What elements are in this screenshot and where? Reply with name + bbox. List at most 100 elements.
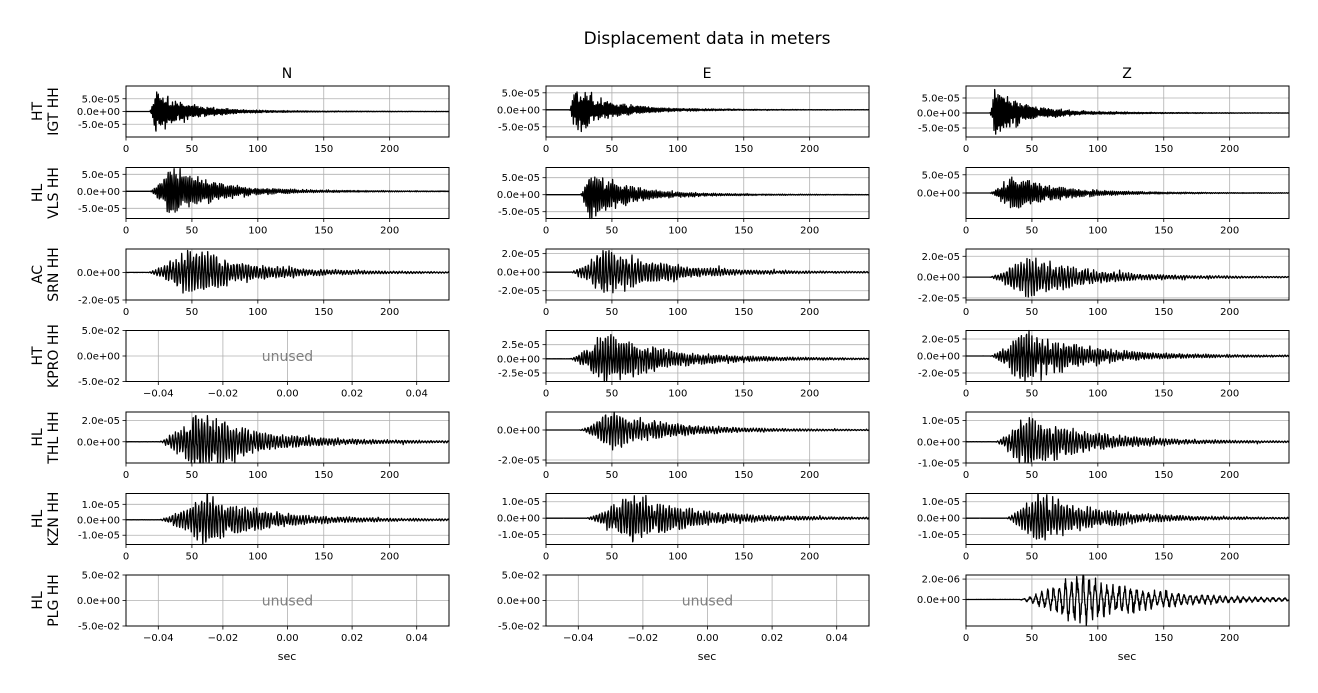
x-tick-label: 50 <box>606 470 619 481</box>
x-tick-label: 100 <box>248 226 267 237</box>
x-tick-label: 200 <box>800 470 819 481</box>
y-tick-label: 5.0e-05 <box>502 173 540 184</box>
x-tick-label: 200 <box>800 552 819 563</box>
x-tick-label: 0 <box>963 389 969 400</box>
x-tick-label: −0.04 <box>563 633 594 644</box>
y-tick-label: 5.0e-05 <box>922 170 960 181</box>
x-tick-label: 200 <box>380 307 399 318</box>
x-tick-label: 50 <box>606 552 619 563</box>
y-tick-label: 0.0e+00 <box>497 354 540 365</box>
x-tick-label: 200 <box>1220 633 1239 644</box>
y-tick-label: 0.0e+00 <box>917 352 960 363</box>
y-tick-label: 5.0e-02 <box>82 571 120 582</box>
x-tick-label: 0 <box>123 552 129 563</box>
row-label-line: HL <box>30 510 46 529</box>
x-tick-label: 50 <box>606 144 619 155</box>
y-tick-label: 1.0e-05 <box>922 497 960 508</box>
x-tick-label: 50 <box>186 226 199 237</box>
axes-frame <box>545 493 870 545</box>
y-tick-label: 5.0e-05 <box>82 94 120 105</box>
x-tick-label: 200 <box>1220 470 1239 481</box>
axes-frame <box>545 248 870 301</box>
x-tick-label: 50 <box>1026 552 1039 563</box>
trace-line <box>125 414 450 464</box>
y-tick-label: -1.0e-05 <box>498 530 540 541</box>
y-tick-label: -5.0e-05 <box>498 122 540 133</box>
x-tick-label: 100 <box>248 552 267 563</box>
x-tick-label: 100 <box>1088 633 1107 644</box>
x-tick-label: 100 <box>668 552 687 563</box>
x-tick-label: 0 <box>123 144 129 155</box>
x-tick-label: 150 <box>734 144 753 155</box>
panel-5-n: 1.0e-05 0.0e+00 -1.0e-050 50 100 150 200 <box>77 492 450 563</box>
row-label-line: HL <box>30 591 46 610</box>
x-tick-label: 50 <box>606 389 619 400</box>
axes-frame <box>965 85 1290 138</box>
panel-grid: HTIGT HH 5.0e-050.0e+00-5.0e-050 50 100 150 2… <box>30 85 1290 644</box>
axes-frame <box>545 411 870 464</box>
x-tick-label: 100 <box>668 307 687 318</box>
y-tick-label: -5.0e-05 <box>78 120 120 131</box>
x-tick-label: 150 <box>734 307 753 318</box>
x-tick-label: 150 <box>314 470 333 481</box>
x-tick-label: 100 <box>248 470 267 481</box>
x-tick-label: 50 <box>186 552 199 563</box>
x-tick-label: 100 <box>668 226 687 237</box>
x-tick-label: 0 <box>543 307 549 318</box>
y-tick-label: 1.0e-05 <box>922 416 960 427</box>
panel-4-z: 1.0e-05 0.0e+00 -1.0e-050 50 100 150 200 <box>917 411 1290 481</box>
x-tick-label: 0.04 <box>406 633 428 644</box>
x-tick-label: 100 <box>248 144 267 155</box>
x-tick-label: 50 <box>186 470 199 481</box>
row-label-line: KPRO HH <box>46 324 62 388</box>
y-tick-label: 0.0e+00 <box>497 268 540 279</box>
trace-line <box>545 411 870 451</box>
x-tick-label: 200 <box>800 144 819 155</box>
y-tick-label: 0.0e+00 <box>77 515 120 526</box>
x-tick-label: 200 <box>800 307 819 318</box>
trace-line <box>545 250 870 294</box>
y-tick-label: 0.0e+00 <box>917 514 960 525</box>
x-tick-label: 0.00 <box>276 389 298 400</box>
x-tick-label: 50 <box>1026 144 1039 155</box>
trace-line <box>125 249 450 294</box>
row-label: HLKZN HH <box>30 492 62 547</box>
x-tick-label: 200 <box>380 552 399 563</box>
row-label: HTKPRO HH <box>30 324 62 388</box>
y-tick-label: 0.0e+00 <box>917 189 960 200</box>
x-tick-label: 50 <box>186 144 199 155</box>
row-label-line: PLG HH <box>46 574 62 627</box>
x-tick-label: 50 <box>606 226 619 237</box>
x-tick-label: 0 <box>543 144 549 155</box>
y-tick-label: 2.0e-06 <box>922 575 960 586</box>
x-tick-label: 100 <box>668 389 687 400</box>
panel-1-z: 5.0e-05 0.0e+00 0 50 100 150 200 <box>917 167 1290 237</box>
row-label: HTIGT HH <box>30 87 62 136</box>
axes-frame <box>545 85 870 138</box>
y-tick-label: -5.0e-05 <box>918 124 960 135</box>
y-tick-label: 5.0e-02 <box>502 571 540 582</box>
y-tick-label: 2.0e-05 <box>922 252 960 263</box>
x-tick-label: −0.02 <box>208 633 239 644</box>
x-tick-label: 0 <box>543 470 549 481</box>
panel-2-n: 0.0e+00 -2.0e-050 50 100 150 200 <box>77 248 450 318</box>
y-tick-label: -2.0e-05 <box>918 369 960 380</box>
axes-frame <box>965 411 1290 464</box>
x-tick-label: 50 <box>1026 389 1039 400</box>
y-tick-label: 0.0e+00 <box>77 107 120 118</box>
unused-label: unused <box>262 349 313 365</box>
panel-6-z: 2.0e-06 0.0e+00 0 50 100 150 200 <box>917 574 1290 644</box>
row-label: ACSRN HH <box>30 247 62 302</box>
x-tick-label: 50 <box>1026 633 1039 644</box>
x-tick-label: 0.02 <box>341 633 363 644</box>
column-title-z: Z <box>1122 66 1132 82</box>
x-tick-label: 0 <box>123 470 129 481</box>
y-tick-label: -5.0e-02 <box>78 622 120 633</box>
x-tick-label: 200 <box>380 470 399 481</box>
row-label: HLTHL HH <box>30 411 62 464</box>
y-tick-label: 1.0e-05 <box>82 500 120 511</box>
x-axis-label-n: sec <box>278 650 297 663</box>
y-tick-label: 5.0e-05 <box>502 88 540 99</box>
x-tick-label: 150 <box>314 552 333 563</box>
trace-line <box>125 91 450 132</box>
